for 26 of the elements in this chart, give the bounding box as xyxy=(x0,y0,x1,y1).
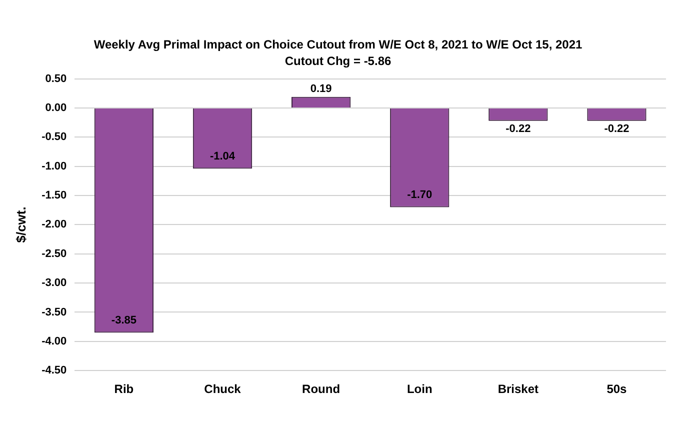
x-tick-label: Brisket xyxy=(498,382,539,396)
y-tick-label: -4.50 xyxy=(42,364,67,377)
data-label: -3.85 xyxy=(111,314,136,327)
y-tick-label: -0.50 xyxy=(42,131,67,144)
y-tick-label: -3.00 xyxy=(42,277,67,290)
data-label: 0.19 xyxy=(310,82,332,95)
data-label: -1.04 xyxy=(210,150,236,163)
y-tick-label: -3.50 xyxy=(42,306,67,318)
data-label: -0.22 xyxy=(506,122,531,135)
data-label: -1.70 xyxy=(407,189,432,202)
x-tick-label: Round xyxy=(302,382,340,396)
y-tick-label: -2.00 xyxy=(42,218,67,231)
x-tick-label: 50s xyxy=(606,382,628,396)
y-tick-label: 0.50 xyxy=(45,72,67,85)
y-tick-label: -4.00 xyxy=(42,335,67,348)
y-tick-label: -1.50 xyxy=(42,190,67,202)
x-tick-label: Loin xyxy=(406,382,432,396)
x-tick-label: Rib xyxy=(114,382,134,396)
chart-subtitle: Cutout Chg = -5.86 xyxy=(284,54,392,68)
y-tick-label: 0.00 xyxy=(45,102,67,114)
data-label: -0.22 xyxy=(604,122,630,135)
x-tick-label: Chuck xyxy=(204,382,242,396)
y-tick-label: -1.00 xyxy=(42,160,67,172)
y-axis-title: $/cwt. xyxy=(13,206,28,243)
y-tick-label: -2.50 xyxy=(42,248,67,260)
chart-title: Weekly Avg Primal Impact on Choice Cutout from W/E Oct 8, 2021 to W/E Oct 15, 2021 xyxy=(94,38,582,52)
